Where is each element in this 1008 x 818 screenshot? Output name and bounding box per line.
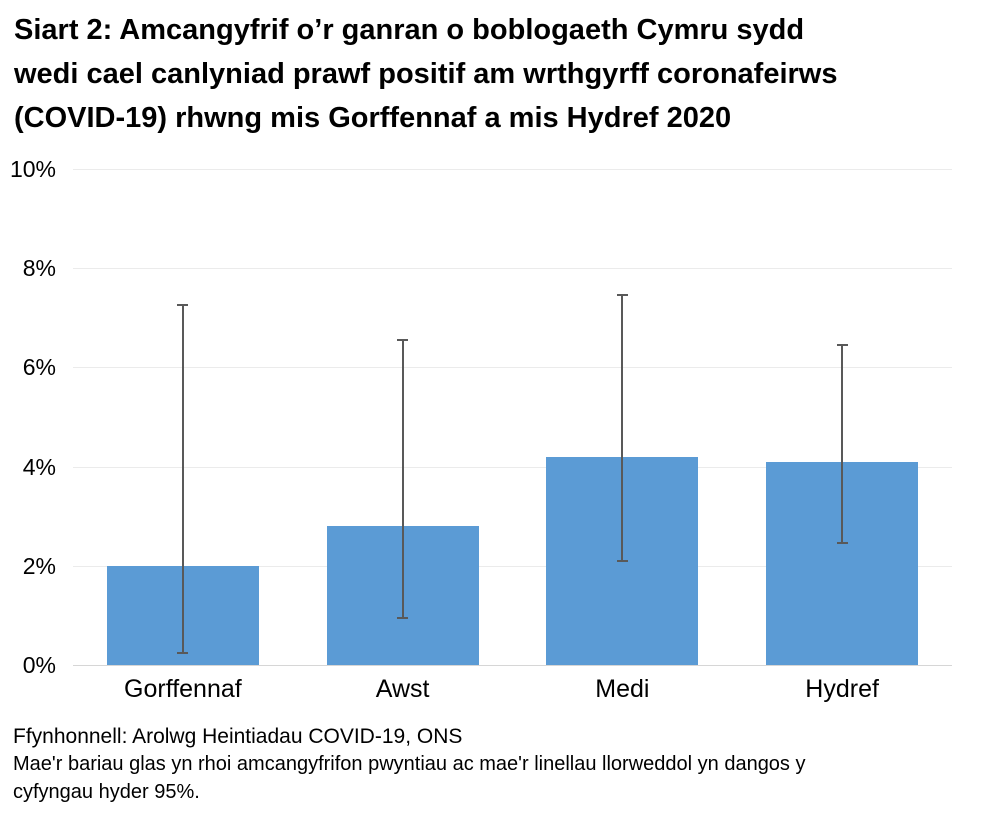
gridline-4% xyxy=(73,466,952,468)
chart-title: Siart 2: Amcangyfrif o’r ganran o boblog… xyxy=(14,8,1004,140)
chart-title-line-3: (COVID-19) rhwng mis Gorffennaf a mis Hy… xyxy=(14,102,732,134)
plot-area xyxy=(73,169,952,666)
x-axis-line xyxy=(73,665,952,666)
chart-title-line-2: wedi cael canlyniad prawf positif am wrt… xyxy=(14,58,838,90)
error-bar-cap-low-hydref xyxy=(836,542,848,545)
y-tick-label-4%: 4% xyxy=(22,453,56,480)
gridline-6% xyxy=(73,367,952,369)
gridline-2% xyxy=(73,565,952,567)
error-bar-cap-high-awst xyxy=(397,339,409,342)
y-axis-tick-labels: 0% 2% 4% 6% 8% 10% xyxy=(0,157,56,677)
error-bar-cap-high-medi xyxy=(616,294,628,297)
note-caption-line-2: cyfyngau hyder 95%. xyxy=(13,780,200,803)
error-bar-cap-high-hydref xyxy=(836,344,848,347)
x-label-awst: Awst xyxy=(375,675,430,703)
error-bar-cap-low-medi xyxy=(616,559,628,562)
x-axis-labels: Gorffennaf Awst Medi Hydref xyxy=(73,676,952,704)
chart-title-line-1: Siart 2: Amcangyfrif o’r ganran o boblog… xyxy=(14,14,805,46)
source-caption: Ffynhonnell: Arolwg Heintiadau COVID-19,… xyxy=(13,725,463,748)
y-tick-label-8%: 8% xyxy=(22,255,56,282)
y-tick-label-2%: 2% xyxy=(22,552,56,579)
y-tick-label-6%: 6% xyxy=(22,354,56,381)
error-bar-gorffennaf xyxy=(181,305,184,653)
error-bar-cap-low-gorffennaf xyxy=(177,651,189,654)
gridline-8% xyxy=(73,268,952,270)
y-tick-label-0%: 0% xyxy=(22,652,56,678)
note-caption: Mae'r bariau glas yn rhoi amcangyfrifon … xyxy=(13,751,806,806)
error-bar-cap-high-gorffennaf xyxy=(177,304,189,307)
gridline-10% xyxy=(73,169,952,170)
error-bar-hydref xyxy=(841,345,844,544)
error-bar-medi xyxy=(621,295,624,561)
x-label-gorffennaf: Gorffennaf xyxy=(124,675,242,703)
x-label-hydref: Hydref xyxy=(805,675,879,703)
x-label-medi: Medi xyxy=(595,675,650,703)
error-bar-awst xyxy=(401,340,404,618)
y-tick-label-10%: 10% xyxy=(9,156,56,182)
error-bar-cap-low-awst xyxy=(397,616,409,619)
note-caption-line-1: Mae'r bariau glas yn rhoi amcangyfrifon … xyxy=(13,753,806,775)
